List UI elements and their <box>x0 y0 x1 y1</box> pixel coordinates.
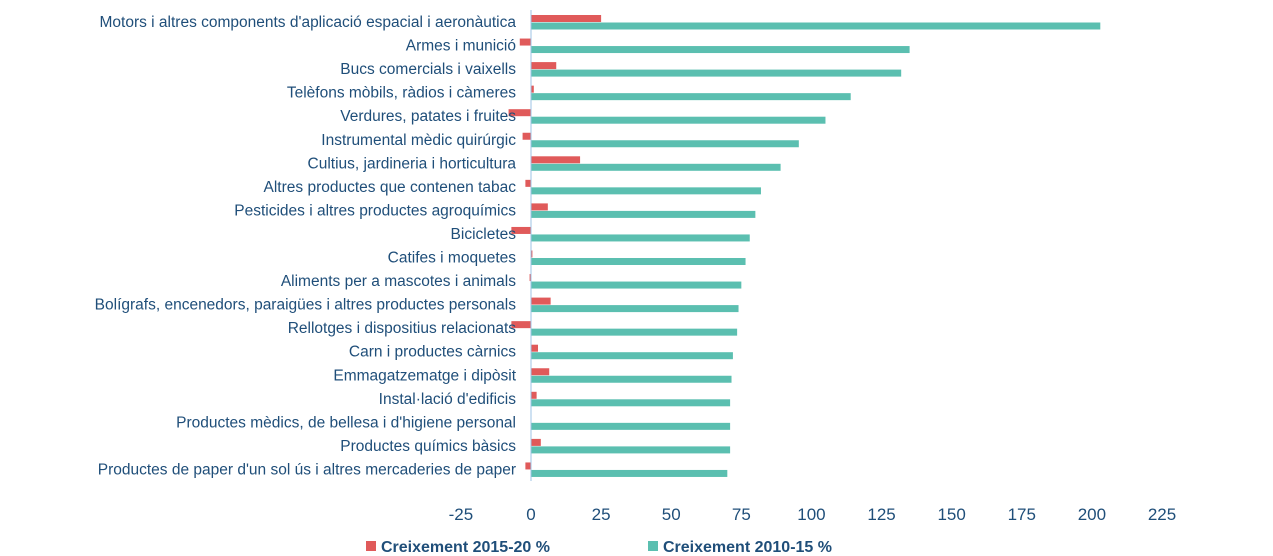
bar-2010-15 <box>531 422 731 430</box>
bar-2010-15 <box>531 328 738 336</box>
bar-2010-15 <box>531 281 742 289</box>
x-tick-label: 125 <box>867 505 895 524</box>
bar-2015-20 <box>531 391 537 399</box>
category-label: Bolígrafs, encenedors, paraigües i altre… <box>95 297 517 314</box>
category-label: Emmagatzematge i dipòsit <box>333 367 516 384</box>
legend-swatch-2010-15 <box>648 541 658 551</box>
x-tick-label: 225 <box>1148 505 1176 524</box>
bar-2015-20 <box>529 274 531 282</box>
category-label: Aliments per a mascotes i animals <box>281 273 516 290</box>
category-label: Instal·lació d'edificis <box>379 391 517 408</box>
category-label: Motors i altres components d'aplicació e… <box>99 14 516 31</box>
bar-2015-20 <box>531 15 602 22</box>
x-tick-label: 175 <box>1008 505 1036 524</box>
legend: Creixement 2015-20 % Creixement 2010-15 … <box>366 539 832 556</box>
bar-2010-15 <box>531 234 750 242</box>
bar-2010-15 <box>531 69 902 77</box>
category-label: Verdures, patates i fruites <box>340 108 516 125</box>
category-label: Armes i munició <box>406 38 516 55</box>
bar-2015-20 <box>519 38 531 46</box>
bar-2010-15 <box>531 446 731 454</box>
x-tick-label: 75 <box>732 505 751 524</box>
category-label: Catifes i moquetes <box>388 250 517 267</box>
bar-2015-20 <box>531 438 541 446</box>
category-label: Bucs comercials i vaixells <box>340 61 516 78</box>
x-tick-label: 200 <box>1078 505 1106 524</box>
bar-2010-15 <box>531 258 746 265</box>
legend-label-2010-15: Creixement 2010-15 % <box>663 539 832 556</box>
bar-2015-20 <box>511 321 531 329</box>
x-tick-label: 150 <box>937 505 965 524</box>
bar-2010-15 <box>531 116 826 124</box>
bar-2010-15 <box>531 187 761 195</box>
bar-2015-20 <box>531 203 548 211</box>
bar-2015-20 <box>531 344 539 352</box>
bar-2015-20 <box>522 132 531 140</box>
x-tick-label: 25 <box>592 505 611 524</box>
bar-2015-20 <box>531 156 581 164</box>
x-tick-label: 100 <box>797 505 825 524</box>
bar-2015-20 <box>531 368 550 376</box>
category-label: Instrumental mèdic quirúrgic <box>321 132 516 149</box>
bar-2015-20 <box>531 297 551 305</box>
category-label: Bicicletes <box>451 226 517 243</box>
category-label: Productes de paper d'un sol ús i altres … <box>98 461 516 478</box>
category-label: Pesticides i altres productes agroquímic… <box>234 202 516 219</box>
category-label: Cultius, jardineria i horticultura <box>308 155 517 172</box>
bar-2015-20 <box>531 62 557 70</box>
bars-layer <box>508 15 1101 477</box>
bar-2015-20 <box>525 462 531 470</box>
x-tick-label: 0 <box>526 505 535 524</box>
bar-2010-15 <box>531 305 739 313</box>
category-label: Telèfons mòbils, ràdios i càmeres <box>287 85 516 102</box>
bar-2015-20 <box>531 250 533 258</box>
category-labels: Motors i altres components d'aplicació e… <box>95 14 517 478</box>
bar-2010-15 <box>531 140 799 148</box>
category-label: Productes químics bàsics <box>340 438 516 455</box>
bar-2010-15 <box>531 352 733 360</box>
bar-2010-15 <box>531 46 910 54</box>
bar-2010-15 <box>531 375 732 383</box>
category-label: Altres productes que contenen tabac <box>264 179 517 196</box>
x-tick-label: 50 <box>662 505 681 524</box>
bar-2010-15 <box>531 22 1101 30</box>
legend-label-2015-20: Creixement 2015-20 % <box>381 539 550 556</box>
legend-swatch-2015-20 <box>366 541 376 551</box>
bar-2010-15 <box>531 93 851 101</box>
x-tick-labels: -25 0 25 50 75 100 125 150 175 200 225 <box>449 505 1177 524</box>
category-label: Rellotges i dispositius relacionats <box>288 320 517 337</box>
bar-2015-20 <box>511 226 531 234</box>
bar-2010-15 <box>531 210 756 218</box>
bar-2015-20 <box>525 179 531 187</box>
bar-2015-20 <box>508 109 531 117</box>
bar-2010-15 <box>531 399 731 407</box>
bar-2015-20 <box>531 85 534 93</box>
category-label: Productes mèdics, de bellesa i d'higiene… <box>176 414 516 431</box>
category-label: Carn i productes càrnics <box>349 344 516 361</box>
bar-2010-15 <box>531 469 728 477</box>
bar-2010-15 <box>531 163 781 171</box>
x-tick-label: -25 <box>449 505 474 524</box>
